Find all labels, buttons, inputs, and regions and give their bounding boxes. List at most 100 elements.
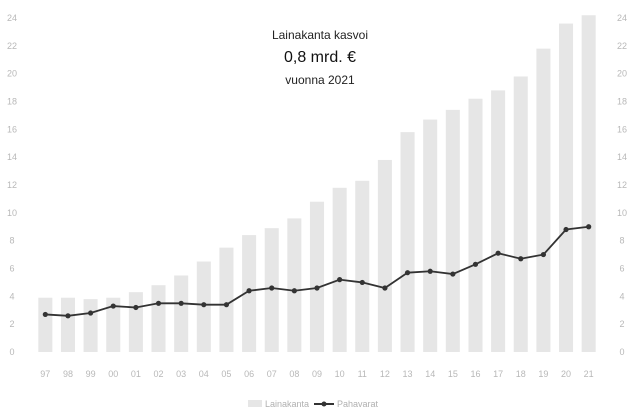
bar-lainakanta-17 [491, 90, 506, 353]
point-pahavarat-99 [88, 310, 94, 316]
bar-lainakanta-03 [174, 275, 189, 352]
x-tick-label: 05 [221, 369, 231, 379]
point-pahavarat-18 [518, 256, 524, 262]
bar-lainakanta-16 [468, 98, 483, 352]
x-tick-label: 19 [538, 369, 548, 379]
point-pahavarat-13 [404, 270, 411, 276]
bar-lainakanta-20 [559, 23, 574, 352]
x-tick-label: 20 [561, 369, 571, 379]
x-tick-label: 99 [86, 369, 96, 379]
x-tick-label: 08 [289, 369, 299, 379]
point-pahavarat-12 [382, 285, 388, 291]
bar-lainakanta-14 [423, 119, 438, 352]
x-tick-label: 06 [244, 369, 254, 379]
y-left-tick-label: 8 [9, 236, 14, 246]
point-pahavarat-04 [201, 302, 207, 308]
line-series-pahavarat [42, 224, 592, 319]
x-tick-label: 10 [335, 369, 345, 379]
bar-lainakanta-06 [242, 235, 257, 352]
bar-lainakanta-13 [400, 132, 415, 352]
y-right-tick-label: 6 [619, 264, 624, 274]
y-left-tick-label: 18 [7, 97, 17, 107]
annotation: Lainakanta kasvoi 0,8 mrd. € vuonna 2021 [272, 28, 368, 87]
point-pahavarat-06 [246, 288, 252, 294]
bar-lainakanta-05 [219, 247, 234, 353]
y-left-tick-label: 20 [7, 69, 17, 79]
point-pahavarat-14 [427, 268, 433, 274]
point-pahavarat-21 [586, 224, 592, 230]
point-pahavarat-16 [472, 261, 479, 267]
bar-lainakanta-15 [445, 109, 460, 352]
y-left-tick-label: 16 [7, 124, 17, 134]
y-right-tick-label: 2 [619, 319, 624, 329]
x-tick-label: 13 [403, 369, 413, 379]
annotation-line-2: 0,8 mrd. € [284, 49, 356, 66]
point-pahavarat-19 [540, 251, 547, 258]
y-right-tick-label: 16 [617, 124, 627, 134]
y-left-tick-label: 0 [9, 347, 14, 357]
x-tick-label: 11 [358, 369, 367, 379]
point-pahavarat-00 [110, 303, 116, 309]
y-left-tick-label: 10 [7, 208, 17, 218]
y-left-tick-label: 14 [7, 152, 17, 162]
bar-lainakanta-02 [151, 285, 166, 352]
x-tick-label: 02 [154, 369, 164, 379]
y-right-tick-label: 24 [617, 13, 627, 23]
y-left-tick-label: 2 [9, 319, 14, 329]
point-pahavarat-08 [291, 288, 297, 294]
point-pahavarat-17 [495, 250, 501, 256]
legend-label-pahavarat: Pahavarat [337, 399, 379, 409]
y-right-tick-label: 12 [617, 180, 627, 190]
bar-lainakanta-21 [581, 15, 596, 352]
point-pahavarat-11 [359, 279, 365, 286]
x-tick-label: 14 [425, 369, 435, 379]
bar-lainakanta-12 [377, 159, 392, 352]
x-tick-label: 17 [493, 369, 503, 379]
point-pahavarat-01 [133, 304, 139, 311]
point-pahavarat-02 [155, 300, 162, 306]
y-right-tick-label: 20 [617, 69, 627, 79]
x-tick-label: 98 [63, 369, 73, 379]
point-pahavarat-09 [314, 285, 320, 291]
point-pahavarat-20 [563, 226, 569, 233]
bar-lainakanta-19 [536, 48, 551, 353]
x-tick-label: 18 [516, 369, 526, 379]
point-pahavarat-05 [223, 302, 230, 308]
x-tick-label: 15 [448, 369, 458, 379]
legend-marker-pahavarat [321, 401, 327, 407]
legend: Lainakanta Pahavarat [248, 399, 379, 409]
bar-lainakanta-00 [106, 297, 121, 352]
y-left-tick-label: 6 [9, 264, 14, 274]
y-right-tick-label: 18 [617, 97, 627, 107]
bar-lainakanta-09 [309, 201, 325, 352]
y-left-tick-label: 12 [7, 180, 17, 190]
y-left-tick-label: 24 [7, 13, 17, 23]
bar-lainakanta-11 [355, 180, 370, 352]
x-tick-label: 09 [312, 369, 322, 379]
point-pahavarat-07 [269, 285, 275, 291]
y-left-tick-label: 22 [7, 41, 17, 51]
bar-series-lainakanta [38, 15, 596, 353]
bar-lainakanta-98 [60, 297, 75, 352]
annotation-line-3: vuonna 2021 [285, 73, 355, 87]
x-tick-label: 04 [199, 369, 209, 379]
legend-label-lainakanta: Lainakanta [265, 399, 309, 409]
bar-lainakanta-97 [38, 297, 53, 352]
y-right-tick-label: 0 [619, 347, 624, 357]
bar-lainakanta-18 [513, 76, 528, 352]
point-pahavarat-97 [42, 311, 48, 318]
bar-lainakanta-08 [287, 218, 302, 352]
x-tick-label: 00 [108, 369, 118, 379]
x-axis: 97 98 99 00 01 02 03 04 05 06 07 08 09 10 11 12 13 14 15 16… [40, 369, 593, 379]
y-left-tick-label: 4 [9, 291, 14, 301]
x-tick-label: 07 [267, 369, 277, 379]
y-right-tick-label: 8 [619, 236, 624, 246]
y-right-tick-label: 10 [617, 208, 627, 218]
y-right-tick-label: 22 [617, 41, 627, 51]
y-right-tick-label: 4 [619, 291, 624, 301]
y-right-tick-label: 14 [617, 152, 627, 162]
x-tick-label: 12 [380, 369, 390, 379]
